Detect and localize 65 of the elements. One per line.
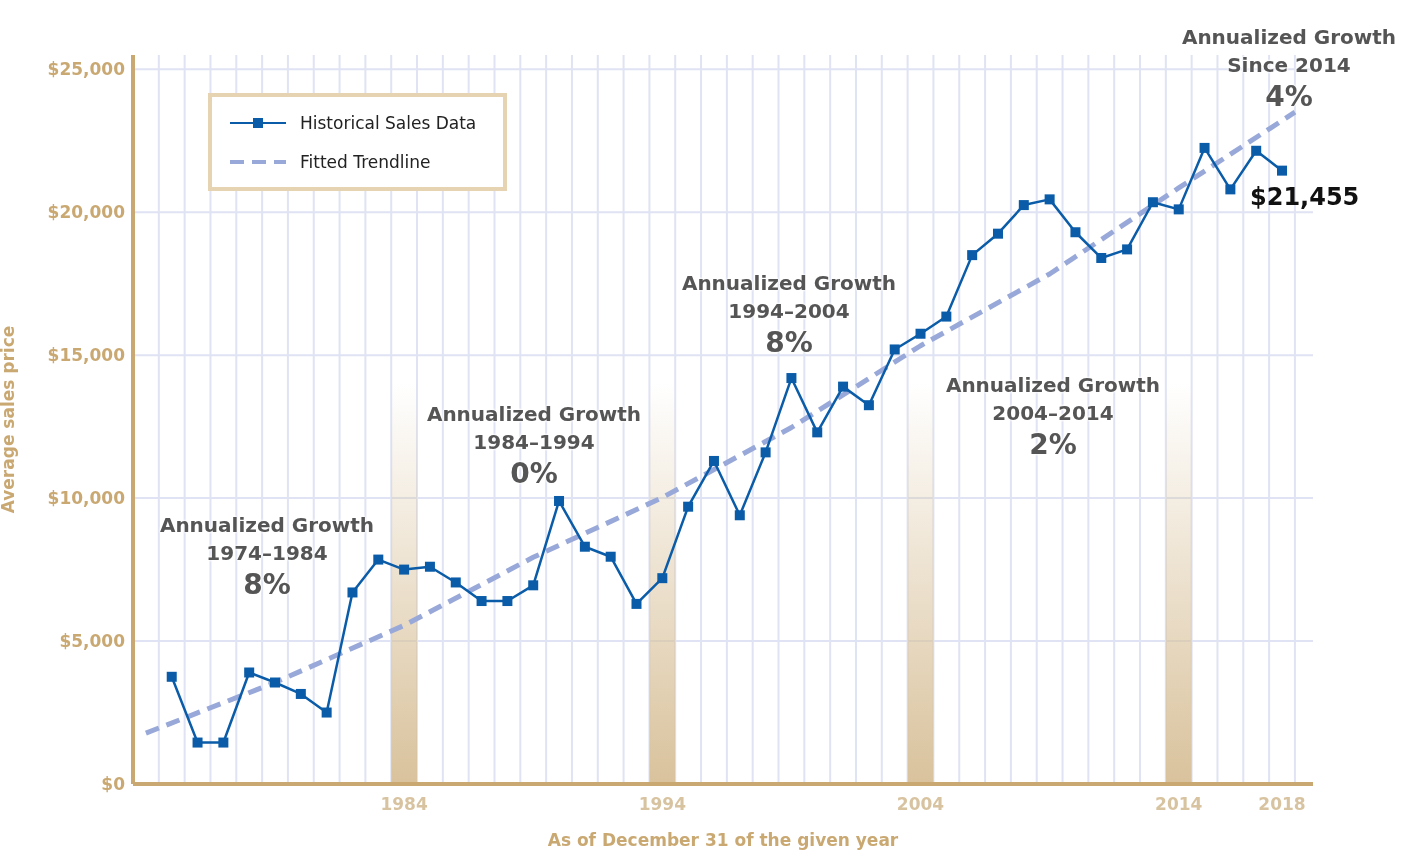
point <box>347 587 358 598</box>
point <box>1147 197 1158 208</box>
point <box>579 541 590 552</box>
x-tick-label: 1984 <box>380 794 428 815</box>
point <box>192 737 203 748</box>
point <box>967 250 978 261</box>
annotation: Annualized Growth 1994–2004 8% <box>680 270 898 359</box>
point <box>708 455 719 466</box>
point <box>1122 244 1133 255</box>
point <box>1070 227 1081 238</box>
point <box>321 707 332 718</box>
y-tick-label: $20,000 <box>47 202 126 223</box>
point <box>812 427 823 438</box>
point <box>863 400 874 411</box>
legend-label: Fitted Trendline <box>300 151 431 172</box>
point <box>915 328 926 339</box>
annotation: Annualized Growth 1984–1994 0% <box>425 401 643 490</box>
point <box>683 501 694 512</box>
point <box>631 598 642 609</box>
y-tick-label: $25,000 <box>47 59 126 80</box>
point <box>218 737 229 748</box>
point <box>657 573 668 584</box>
point <box>1096 252 1107 263</box>
point <box>734 510 745 521</box>
point <box>476 596 487 607</box>
point <box>992 228 1003 239</box>
x-tick-label: 2014 <box>1155 794 1203 815</box>
x-tick-label: 2018 <box>1258 794 1306 815</box>
point <box>1199 142 1210 153</box>
point <box>1251 145 1262 156</box>
legend-label: Historical Sales Data <box>300 112 477 133</box>
point <box>889 344 900 355</box>
point <box>838 381 849 392</box>
point <box>424 561 435 572</box>
point <box>166 671 177 682</box>
x-axis-title: As of December 31 of the given year <box>547 830 899 850</box>
point <box>1044 194 1055 205</box>
annotation: $21,455 <box>1250 182 1360 211</box>
annotation: Annualized Growth Since 2014 4% <box>1180 24 1398 113</box>
point <box>1225 184 1236 195</box>
annotation: Annualized Growth 2004–2014 2% <box>944 372 1162 461</box>
y-tick-label: $5,000 <box>59 631 126 652</box>
y-tick-label: $0 <box>101 774 126 795</box>
point <box>760 447 771 458</box>
y-tick-label: $15,000 <box>47 345 126 366</box>
point <box>450 577 461 588</box>
annotation: Annualized Growth 1974–1984 8% <box>158 512 376 601</box>
y-tick-label: $10,000 <box>47 488 126 509</box>
point <box>244 667 255 678</box>
point <box>1173 204 1184 215</box>
y-axis-title: Average sales price <box>0 325 19 514</box>
point <box>373 554 384 565</box>
x-tick-label: 1994 <box>638 794 687 815</box>
point <box>605 551 616 562</box>
point <box>554 495 565 506</box>
point <box>1018 200 1029 211</box>
point <box>270 677 281 688</box>
point <box>399 564 410 575</box>
point <box>941 311 952 322</box>
point <box>1277 165 1288 176</box>
point <box>786 373 797 384</box>
point <box>295 688 306 699</box>
point <box>502 596 513 607</box>
x-tick-label: 2004 <box>896 794 945 815</box>
point <box>528 580 539 591</box>
